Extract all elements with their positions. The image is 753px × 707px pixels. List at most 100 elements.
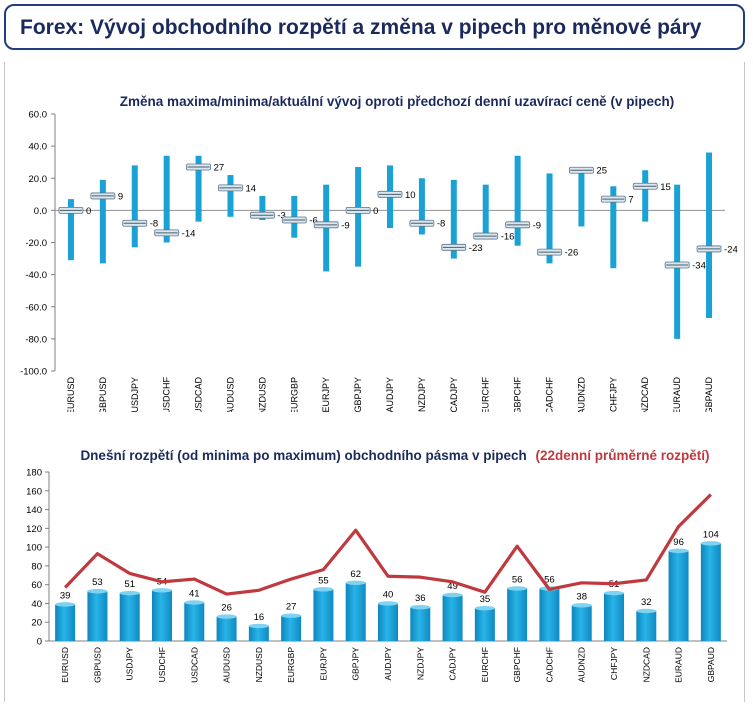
bar-value-label: 39 <box>60 590 71 601</box>
y-tick-label: -80.0 <box>25 334 47 345</box>
bar <box>604 593 624 641</box>
current-value-label: -24 <box>724 244 738 255</box>
range-bar <box>546 173 553 264</box>
category-label: CADCHF <box>544 647 554 682</box>
bar-value-label: 32 <box>641 597 652 608</box>
header-banner: Forex: Vývoj obchodního rozpětí a změna … <box>4 4 745 50</box>
category-label: USDCHF <box>162 376 172 412</box>
bar-value-label: 49 <box>447 581 458 592</box>
bar-value-label: 53 <box>92 577 103 588</box>
bar-value-label: 62 <box>350 569 361 580</box>
bar-top <box>604 590 624 596</box>
bar-top <box>248 623 269 629</box>
bar <box>636 610 657 641</box>
bar <box>119 593 140 641</box>
bar-top <box>184 600 205 605</box>
bar <box>87 591 108 641</box>
range-bar <box>195 155 202 222</box>
category-label: GBPAUD <box>706 647 716 682</box>
bar <box>281 615 302 641</box>
category-label: EURUSD <box>66 377 76 412</box>
range-bar <box>418 178 425 235</box>
bar <box>571 605 592 641</box>
current-value-label: -26 <box>565 248 579 259</box>
category-label: GBPAUD <box>704 377 714 412</box>
bar <box>184 602 205 641</box>
bar-top <box>216 614 237 619</box>
category-label: GBPJPY <box>351 647 361 681</box>
bar-top <box>410 605 431 610</box>
category-label: AUDJPY <box>383 647 393 681</box>
bar-value-label: 55 <box>318 575 329 586</box>
category-label: EURJPY <box>318 647 328 681</box>
bar <box>378 603 398 641</box>
bar-top <box>700 541 721 546</box>
bar-top <box>442 592 463 598</box>
category-label: GBPCHF <box>513 377 523 412</box>
current-value-label: -9 <box>533 220 541 231</box>
range-bar <box>482 184 489 235</box>
current-value-label: -8 <box>150 219 158 230</box>
category-label: NZDJPY <box>415 647 425 680</box>
bar-top <box>378 601 398 606</box>
current-value-label: -3 <box>277 211 285 222</box>
category-label: GBPUSD <box>92 647 102 683</box>
category-label: USDCHF <box>157 647 167 682</box>
y-tick-label: -20.0 <box>25 238 47 249</box>
bar-top <box>507 586 528 591</box>
bar <box>216 616 237 641</box>
current-value-label: 27 <box>214 163 225 174</box>
range-bar <box>163 155 170 243</box>
bar <box>668 550 689 641</box>
category-label: USDJPY <box>125 647 135 681</box>
category-label: USDCAD <box>194 377 204 412</box>
category-label: EURAUD <box>674 647 684 683</box>
y-tick-label: 0 <box>37 637 42 648</box>
bar-value-label: 38 <box>576 591 587 602</box>
bar <box>248 625 269 641</box>
bar-top <box>119 590 140 596</box>
y-tick-label: 120 <box>26 524 42 535</box>
range-chart: Změna maxima/minima/aktuální vývoj oprot… <box>20 94 738 412</box>
bar-top <box>281 613 302 618</box>
y-tick-label: 20 <box>31 618 42 629</box>
current-value-label: -23 <box>469 243 483 254</box>
current-value-label: -6 <box>309 216 317 227</box>
category-label: EURGBP <box>289 377 299 412</box>
y-tick-label: 80 <box>31 561 42 572</box>
bar-value-label: 27 <box>286 602 297 613</box>
category-label: EURAUD <box>672 377 682 412</box>
range-bar <box>99 179 106 264</box>
range-bar <box>642 170 649 222</box>
bar-value-label: 26 <box>221 603 232 614</box>
bar-top <box>345 580 366 585</box>
bar-value-label: 41 <box>189 589 200 600</box>
category-label: EURCHF <box>481 376 491 412</box>
y-tick-label: 40 <box>31 599 42 610</box>
bar-top <box>668 548 689 554</box>
bar <box>474 608 495 641</box>
category-label: NZDUSD <box>257 377 267 412</box>
category-label: AUDJPY <box>385 377 395 412</box>
y-tick-label: -60.0 <box>25 302 47 313</box>
current-value-label: -16 <box>501 232 515 243</box>
y-tick-label: 60.0 <box>29 110 48 121</box>
current-value-label: 15 <box>660 182 671 193</box>
y-tick-label: -40.0 <box>25 270 47 281</box>
bar-top <box>152 588 172 593</box>
category-label: USDCAD <box>189 647 199 683</box>
range-chart-title: Změna maxima/minima/aktuální vývoj oprot… <box>120 94 674 109</box>
current-value-label: 7 <box>628 195 633 206</box>
category-label: CHFJPY <box>608 377 618 412</box>
bar-value-label: 51 <box>124 579 135 590</box>
current-value-label: -8 <box>437 219 445 230</box>
bar-top <box>571 603 592 608</box>
range-bar <box>610 186 617 269</box>
range-bar <box>450 179 457 259</box>
bar-value-label: 40 <box>383 589 394 600</box>
bar-chart-title-main: Dnešní rozpětí (od minima po maximum) ob… <box>80 448 526 463</box>
y-tick-label: 100 <box>26 543 42 554</box>
current-value-label: -34 <box>692 260 706 271</box>
bar-top <box>87 589 108 594</box>
current-value-label: 10 <box>405 190 416 201</box>
